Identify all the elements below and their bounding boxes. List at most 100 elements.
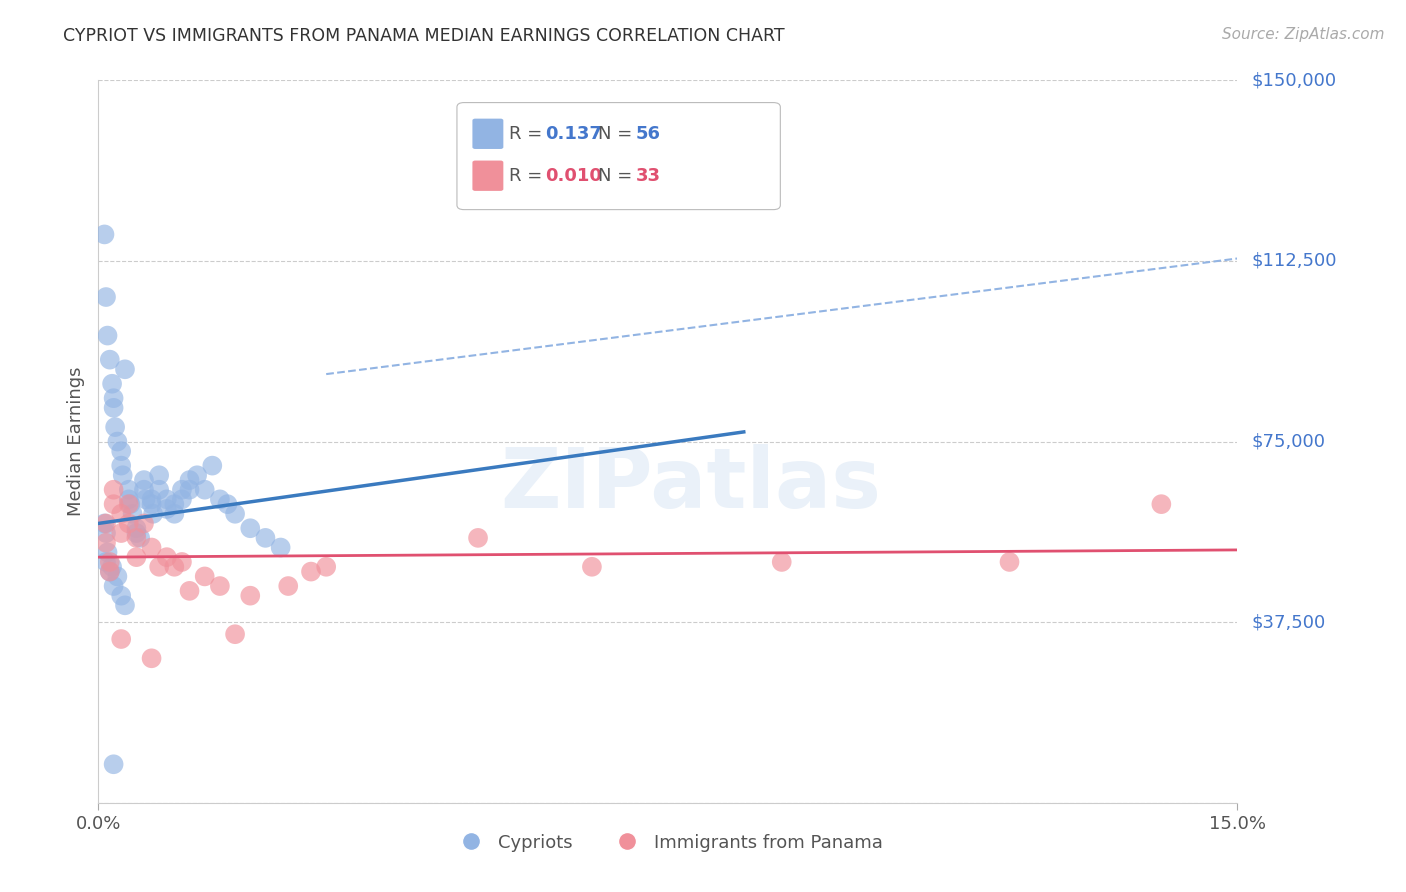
Point [141,492,163,507]
Text: $37,500: $37,500 [1251,613,1326,632]
Point [277,579,299,593]
Point [94,555,117,569]
Point [179,473,201,487]
Point [107,434,129,449]
Point [98,565,121,579]
Point [121,507,143,521]
Point [254,531,277,545]
Point [125,521,148,535]
Point [194,483,217,497]
Point [101,376,124,391]
Point [118,492,141,507]
Point [170,555,193,569]
Point [110,458,132,473]
Point [132,473,155,487]
Text: R =: R = [509,167,548,185]
Point [179,583,201,598]
Point [114,599,136,613]
Point [94,290,117,304]
Point [101,559,124,574]
Point [96,328,118,343]
Point [148,483,170,497]
Text: CYPRIOT VS IMMIGRANTS FROM PANAMA MEDIAN EARNINGS CORRELATION CHART: CYPRIOT VS IMMIGRANTS FROM PANAMA MEDIAN… [63,27,785,45]
Text: ZIPatlas: ZIPatlas [501,444,882,525]
Point [94,526,117,541]
Point [163,507,186,521]
Point [125,550,148,565]
Point [110,632,132,646]
Point [118,497,141,511]
Point [96,545,118,559]
Point [998,555,1021,569]
Point [186,468,208,483]
Point [217,497,239,511]
Point [141,651,163,665]
Point [170,483,193,497]
Point [201,458,224,473]
Point [98,555,121,569]
Point [208,579,231,593]
Point [110,526,132,541]
Text: 33: 33 [636,167,661,185]
Point [179,483,201,497]
Point [224,627,246,641]
Point [194,569,217,583]
Point [94,535,117,549]
Point [103,483,125,497]
Point [125,526,148,541]
Point [110,589,132,603]
Point [103,401,125,415]
Point [94,516,117,531]
Point [111,468,134,483]
Point [93,516,115,531]
Point [103,391,125,405]
Point [156,502,179,516]
Point [299,565,322,579]
Point [224,507,246,521]
Point [156,550,179,565]
Point [103,579,125,593]
Text: 0.137: 0.137 [546,125,602,143]
Y-axis label: Median Earnings: Median Earnings [66,367,84,516]
Point [132,516,155,531]
Point [770,555,793,569]
Point [148,468,170,483]
Point [98,565,121,579]
Point [114,362,136,376]
Point [141,541,163,555]
Text: 56: 56 [636,125,661,143]
Text: N =: N = [598,125,637,143]
Point [107,569,129,583]
Point [104,420,127,434]
Point [110,507,132,521]
Text: $75,000: $75,000 [1251,433,1326,450]
Text: Source: ZipAtlas.com: Source: ZipAtlas.com [1222,27,1385,42]
Point [163,497,186,511]
Point [315,559,337,574]
Point [141,497,163,511]
Point [270,541,292,555]
Point [120,497,142,511]
Point [118,483,141,497]
Text: $112,500: $112,500 [1251,252,1337,270]
Point [103,757,125,772]
Point [163,559,186,574]
Point [103,497,125,511]
Point [125,531,148,545]
Point [132,483,155,497]
Point [118,516,141,531]
Point [110,444,132,458]
Point [208,492,231,507]
Point [134,492,156,507]
Text: R =: R = [509,125,548,143]
Point [239,521,262,535]
Text: 0.010: 0.010 [546,167,602,185]
Point [581,559,603,574]
Legend: Cypriots, Immigrants from Panama: Cypriots, Immigrants from Panama [446,826,890,859]
Point [129,531,152,545]
Point [170,492,193,507]
Text: N =: N = [598,167,637,185]
Text: $150,000: $150,000 [1251,71,1336,89]
Point [98,352,121,367]
Point [148,559,170,574]
